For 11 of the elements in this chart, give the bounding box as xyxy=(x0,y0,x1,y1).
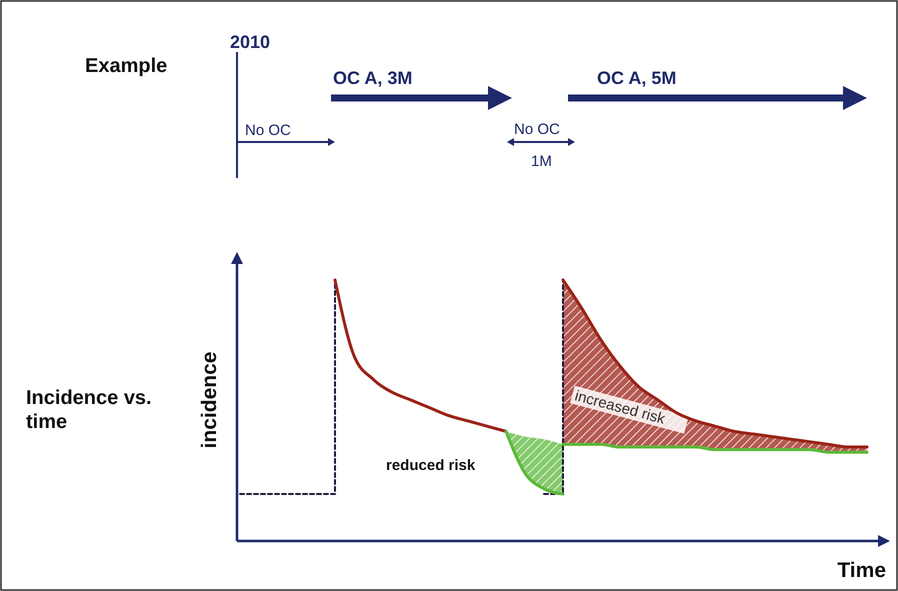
y-axis-title: incidence xyxy=(198,352,221,448)
annotation: reduced risk xyxy=(386,457,476,474)
x-axis-title: Time xyxy=(837,559,886,582)
text: 2010 xyxy=(230,32,270,52)
text: No OC xyxy=(514,121,560,138)
text: No OC xyxy=(245,122,292,139)
text: Incidence vs. time xyxy=(26,387,152,433)
text: OC A, 3M xyxy=(333,68,412,88)
text: OC A, 5M xyxy=(597,68,676,88)
text: 1M xyxy=(531,153,552,170)
text: Example xyxy=(85,55,168,77)
